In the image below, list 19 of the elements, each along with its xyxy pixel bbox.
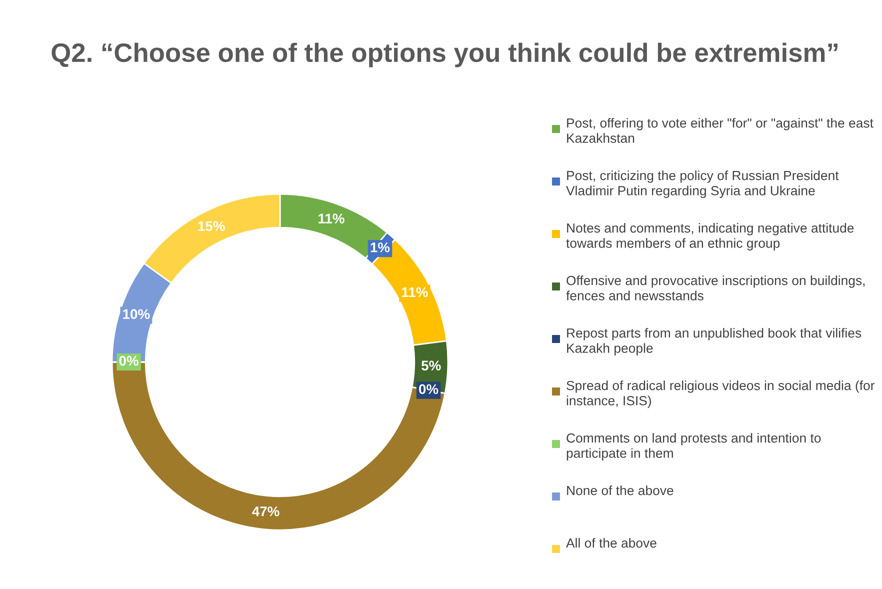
- data-label: 5%: [422, 360, 441, 370]
- legend-label: Spread of radical religious videos in social media (for instance, ISIS): [566, 380, 875, 408]
- data-label: 11%: [402, 287, 428, 298]
- text: 0%: [119, 356, 138, 366]
- legend-label: None of the above: [567, 486, 674, 496]
- legend-label: All of the above: [566, 538, 656, 548]
- data-label: 47%: [252, 506, 280, 516]
- legend-label: Notes and comments, indicating negative attitude towards members of an ethnic group: [566, 223, 854, 250]
- chart-title: Q2. “Choose one of the options you think could be extremism”: [52, 42, 838, 68]
- legend-label: Post, offering to vote either "for" or "against" the east Kazakhstan: [567, 118, 874, 143]
- data-label: 10%: [123, 309, 150, 320]
- legend-label: Repost parts from an unpublished book that vilifies Kazakh people: [567, 328, 862, 356]
- legend-label: Post, criticizing the policy of Russian President Vladimir Putin regarding Syria and Ukraine: [566, 170, 839, 198]
- text: 0%: [419, 384, 438, 394]
- legend-label: Offensive and provocative inscriptions on buildings, fences and newsstands: [566, 276, 865, 300]
- data-label: 11%: [318, 214, 344, 224]
- data-label: 15%: [198, 221, 225, 232]
- data-label: 1%: [370, 242, 390, 252]
- legend-label: Comments on land protests and intention to participate in them: [566, 433, 821, 460]
